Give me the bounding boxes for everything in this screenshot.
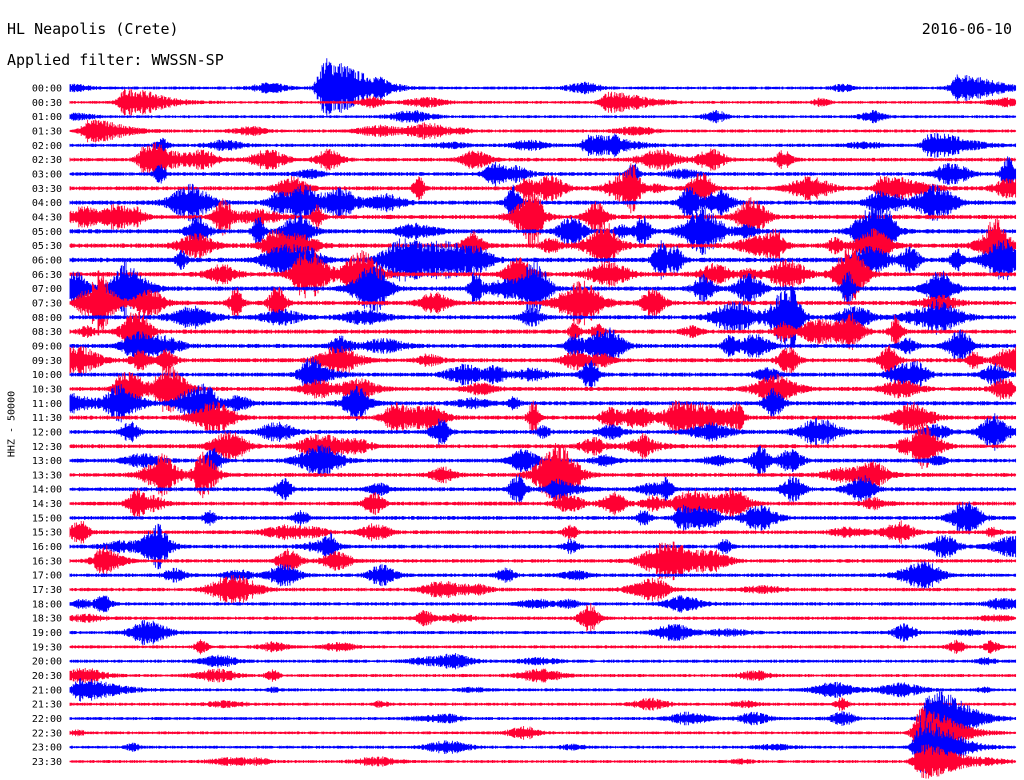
row-label: 19:30 (32, 642, 62, 653)
row-label: 10:30 (32, 384, 62, 395)
row-label: 08:00 (32, 313, 62, 324)
row-label: 07:00 (32, 284, 62, 295)
row-label: 23:30 (32, 757, 62, 768)
row-label: 09:00 (32, 341, 62, 352)
row-label: 18:30 (32, 614, 62, 625)
filter-subtitle: Applied filter: WWSSN-SP (7, 51, 224, 69)
row-label: 19:00 (32, 628, 62, 639)
row-label: 21:30 (32, 700, 62, 711)
row-label: 08:30 (32, 327, 62, 338)
row-label: 00:00 (32, 84, 62, 95)
row-label: 04:00 (32, 198, 62, 209)
row-label: 04:30 (32, 212, 62, 223)
row-label: 10:00 (32, 370, 62, 381)
row-label: 20:00 (32, 657, 62, 668)
row-label: 07:30 (32, 298, 62, 309)
row-label: 18:00 (32, 599, 62, 610)
row-label: 02:00 (32, 141, 62, 152)
row-label: 12:00 (32, 427, 62, 438)
date-label: 2016-06-10 (921, 20, 1012, 38)
row-label: 23:00 (32, 743, 62, 754)
row-label: 14:00 (32, 485, 62, 496)
row-label: 22:00 (32, 714, 62, 725)
row-label: 20:30 (32, 671, 62, 682)
row-labels: 00:00 00:30 01:00 01:30 02:00 02:30 03:00 03:30… (32, 84, 62, 769)
row-label: 05:30 (32, 241, 62, 252)
row-label: 13:30 (32, 470, 62, 481)
row-label: 12:30 (32, 442, 62, 453)
row-label: 01:00 (32, 112, 62, 123)
row-label: 00:30 (32, 98, 62, 109)
row-label: 16:30 (32, 556, 62, 567)
helicorder-traces (69, 58, 1017, 779)
row-label: 03:30 (32, 184, 62, 195)
row-label: 06:30 (32, 270, 62, 281)
station-title: HL Neapolis (Crete) (7, 20, 179, 38)
row-label: 17:00 (32, 571, 62, 582)
row-label: 05:00 (32, 227, 62, 238)
row-label: 09:30 (32, 356, 62, 367)
row-label: 02:30 (32, 155, 62, 166)
row-label: 11:00 (32, 399, 62, 410)
row-label: 01:30 (32, 126, 62, 137)
row-label: 21:00 (32, 685, 62, 696)
row-label: 16:00 (32, 542, 62, 553)
row-label: 17:30 (32, 585, 62, 596)
row-label: 06:00 (32, 255, 62, 266)
row-label: 13:00 (32, 456, 62, 467)
row-label: 03:00 (32, 169, 62, 180)
row-label: 15:30 (32, 528, 62, 539)
row-label: 22:30 (32, 728, 62, 739)
row-label: 15:00 (32, 513, 62, 524)
row-label: 11:30 (32, 413, 62, 424)
channel-label: HHZ - 50000 (6, 390, 18, 458)
row-label: 14:30 (32, 499, 62, 510)
